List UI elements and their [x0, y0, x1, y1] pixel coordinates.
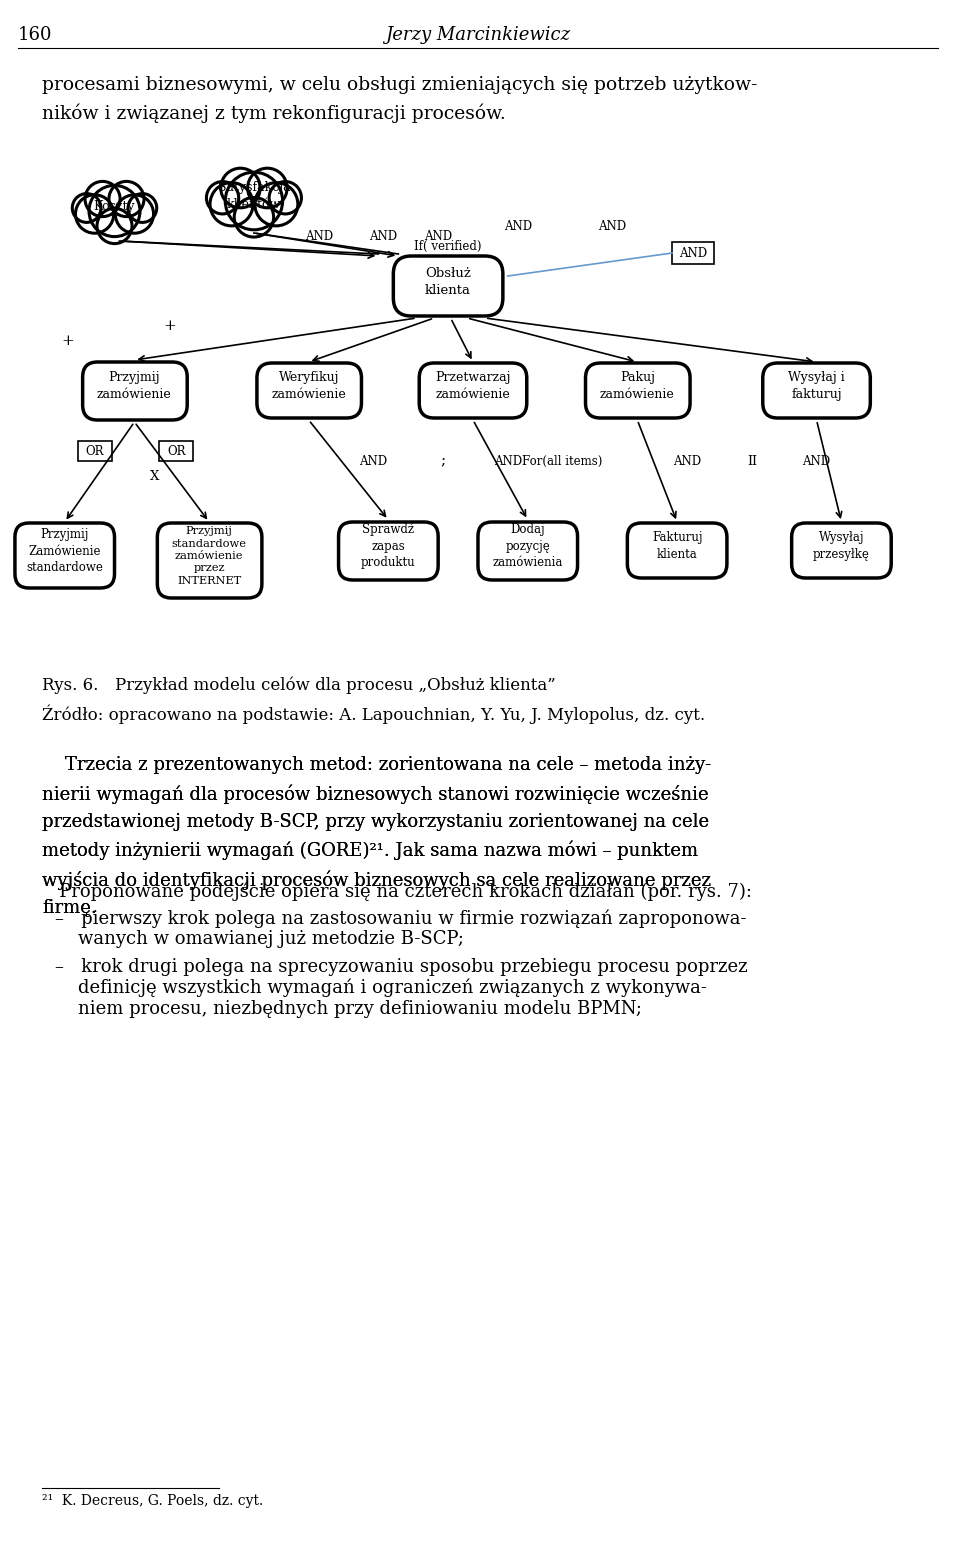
Circle shape: [221, 169, 260, 207]
Text: If( verified): If( verified): [415, 240, 482, 252]
Text: AND: AND: [673, 455, 701, 467]
Circle shape: [89, 186, 140, 237]
Text: Przyjmij
Zamówienie
standardowe: Przyjmij Zamówienie standardowe: [26, 529, 103, 574]
Text: Weryfikuj
zamówienie: Weryfikuj zamówienie: [272, 371, 346, 400]
Circle shape: [206, 181, 239, 213]
Text: Jerzy Marcinkiewicz: Jerzy Marcinkiewicz: [385, 26, 570, 43]
Text: Proponowane podejście opiera się na czterech krokach działań (por. rys. 7):: Proponowane podejście opiera się na czte…: [42, 883, 752, 901]
Circle shape: [234, 198, 274, 237]
Text: X: X: [150, 470, 159, 482]
Text: AND: AND: [803, 455, 830, 467]
Text: –   pierwszy krok polega na zastosowaniu w firmie rozwiązań zaproponowa-: – pierwszy krok polega na zastosowaniu w…: [55, 909, 746, 928]
FancyBboxPatch shape: [394, 257, 503, 315]
Circle shape: [254, 182, 298, 226]
FancyBboxPatch shape: [15, 523, 114, 587]
Text: 160: 160: [18, 26, 53, 43]
FancyBboxPatch shape: [257, 363, 362, 417]
Text: Sprawdź
zapas
produktu: Sprawdź zapas produktu: [361, 523, 416, 569]
Text: AND: AND: [424, 229, 452, 243]
FancyBboxPatch shape: [339, 523, 438, 580]
Circle shape: [128, 193, 156, 223]
Circle shape: [76, 195, 113, 233]
Text: +: +: [163, 318, 176, 332]
FancyBboxPatch shape: [763, 363, 871, 417]
Text: Wysyłaj
przesyłkę: Wysyłaj przesyłkę: [813, 532, 870, 561]
Text: Przetwarzaj
zamówienie: Przetwarzaj zamówienie: [435, 371, 511, 400]
Text: Dodaj
pozycję
zamówienia: Dodaj pozycję zamówienia: [492, 523, 563, 569]
Text: Koszty: Koszty: [94, 199, 135, 212]
Bar: [78, 441, 111, 461]
Text: Pakuj
zamówienie: Pakuj zamówienie: [600, 371, 675, 400]
FancyBboxPatch shape: [478, 523, 578, 580]
Text: procesami biznesowymi, w celu obsługi zmieniających się potrzeb użytkow-
ników i: procesami biznesowymi, w celu obsługi zm…: [42, 76, 757, 122]
Text: II: II: [747, 455, 756, 467]
Text: OR: OR: [167, 445, 185, 458]
Text: ²¹  K. Decreus, G. Poels, dz. cyt.: ²¹ K. Decreus, G. Poels, dz. cyt.: [42, 1493, 263, 1507]
Text: AND: AND: [359, 455, 388, 467]
Bar: [159, 441, 193, 461]
FancyBboxPatch shape: [586, 363, 690, 417]
Circle shape: [269, 181, 301, 213]
Text: Trzecia z prezentowanych metod: zorientowana na cele – metoda inży-
nierii wymag: Trzecia z prezentowanych metod: zoriento…: [42, 756, 711, 917]
Circle shape: [97, 209, 132, 244]
Text: Wysyłaj i
fakturuj: Wysyłaj i fakturuj: [788, 371, 845, 400]
FancyBboxPatch shape: [83, 362, 187, 421]
FancyBboxPatch shape: [420, 363, 527, 417]
Circle shape: [248, 169, 287, 207]
Text: wanych w omawianej już metodzie B-SCP;: wanych w omawianej już metodzie B-SCP;: [55, 931, 464, 948]
Circle shape: [85, 181, 120, 216]
Circle shape: [108, 181, 144, 216]
Text: definicję wszystkich wymagań i ograniczeń związanych z wykonywa-: definicję wszystkich wymagań i ogranicze…: [55, 979, 707, 997]
Text: +: +: [61, 334, 74, 348]
FancyBboxPatch shape: [627, 523, 727, 578]
Text: AND: AND: [304, 229, 333, 243]
Text: Źródło: opracowano na podstawie: A. Lapouchnian, Y. Yu, J. Mylopolus, dz. cyt.: Źródło: opracowano na podstawie: A. Lapo…: [42, 703, 705, 724]
Circle shape: [226, 172, 282, 230]
Text: AND: AND: [504, 220, 532, 232]
Text: For(all items): For(all items): [522, 455, 603, 467]
Text: AND: AND: [679, 246, 708, 260]
Text: AND: AND: [598, 220, 627, 232]
Text: AND: AND: [370, 229, 397, 243]
Text: Trzecia z prezentowanych metod: zorientowana na cele – metoda inży-
nierii wymag: Trzecia z prezentowanych metod: zoriento…: [42, 756, 711, 917]
Text: Rys. 6. Przykład modelu celów dla procesu „Obsłuż klienta”: Rys. 6. Przykład modelu celów dla proces…: [42, 676, 556, 694]
Circle shape: [72, 193, 101, 223]
FancyBboxPatch shape: [157, 523, 262, 598]
Text: Fakturuj
klienta: Fakturuj klienta: [652, 532, 703, 561]
Text: Satysfakcja
klientów: Satysfakcja klientów: [218, 181, 290, 210]
Text: ;: ;: [441, 455, 445, 468]
Text: Przyjmij
standardowe
zamówienie
przez
INTERNET: Przyjmij standardowe zamówienie przez IN…: [172, 526, 247, 586]
Circle shape: [210, 182, 253, 226]
Text: Przyjmij
zamówienie: Przyjmij zamówienie: [97, 371, 172, 400]
Text: AND: AND: [493, 455, 522, 467]
Text: Obsłuż
klienta: Obsłuż klienta: [425, 267, 471, 297]
Bar: [672, 243, 714, 264]
Circle shape: [115, 195, 154, 233]
Text: –   krok drugi polega na sprecyzowaniu sposobu przebiegu procesu poprzez: – krok drugi polega na sprecyzowaniu spo…: [55, 957, 748, 976]
Text: OR: OR: [85, 445, 104, 458]
FancyBboxPatch shape: [792, 523, 891, 578]
Text: niem procesu, niezbędnych przy definiowaniu modelu BPMN;: niem procesu, niezbędnych przy definiowa…: [55, 1000, 642, 1017]
